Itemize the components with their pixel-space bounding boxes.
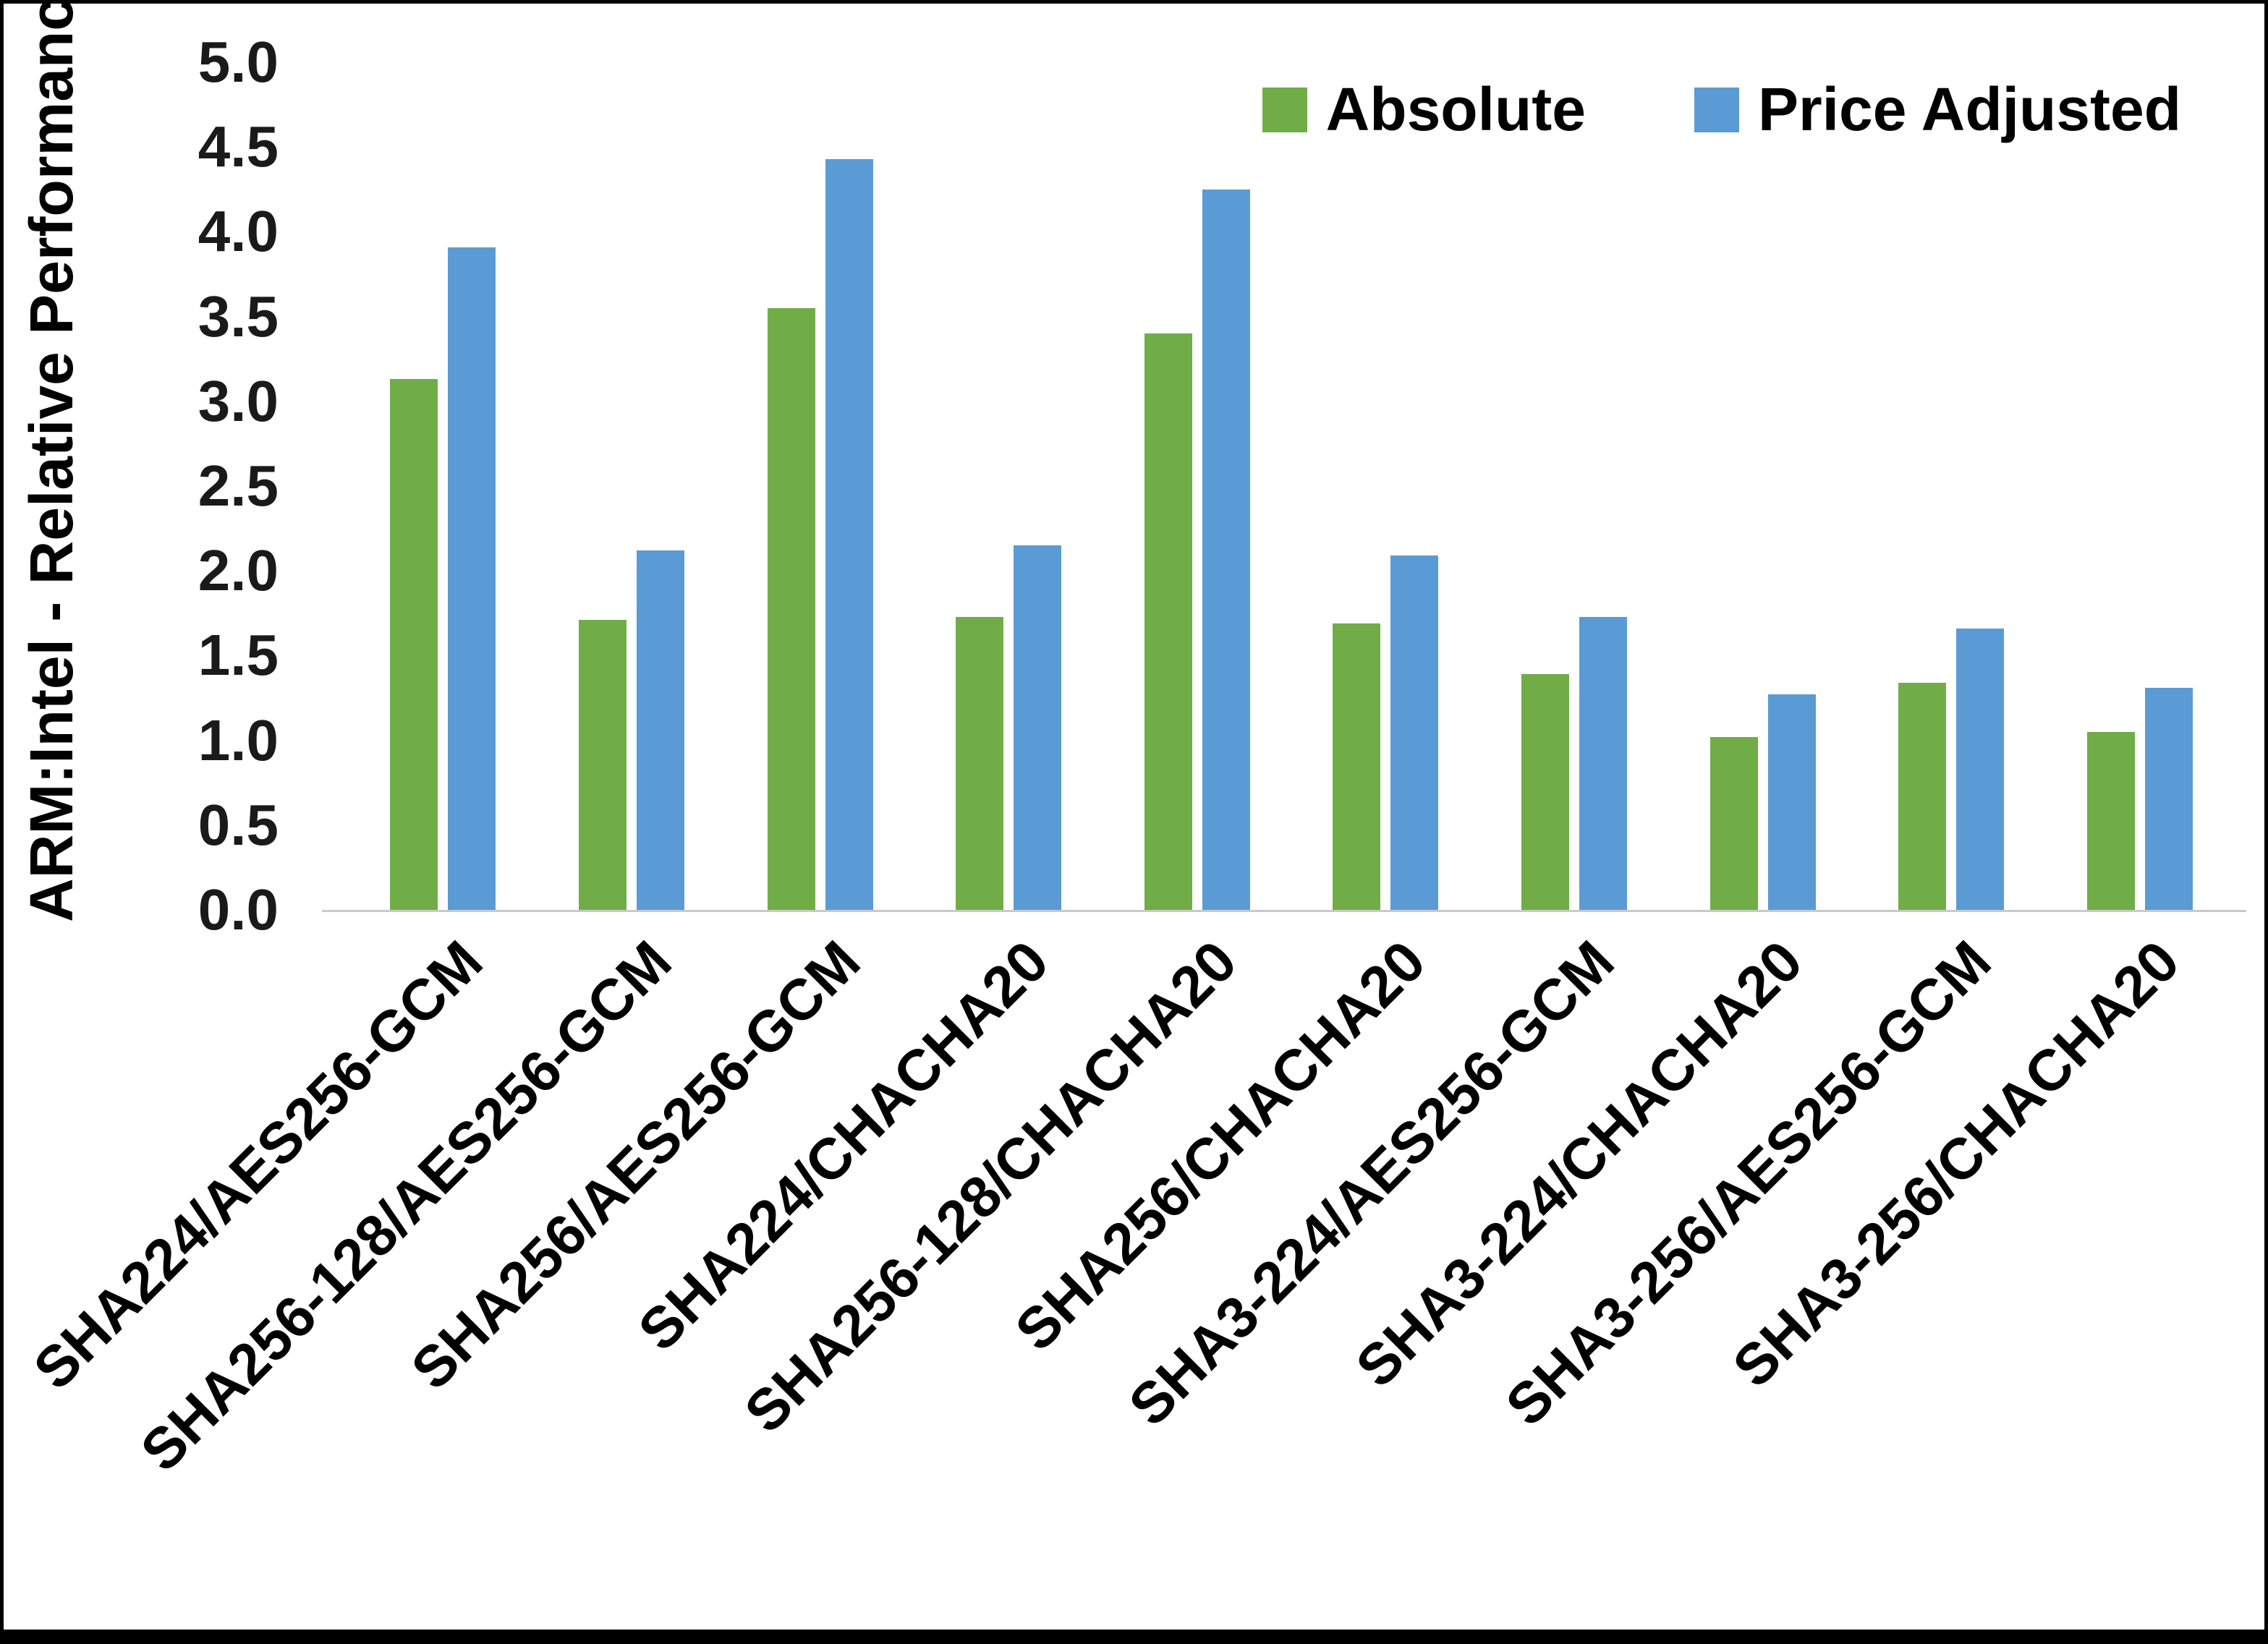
legend-item-absolute: Absolute xyxy=(1262,74,1586,145)
bar-absolute xyxy=(1710,736,1758,910)
y-tick-label: 0.5 xyxy=(198,792,279,857)
bar-absolute xyxy=(1521,674,1569,910)
y-tick-label: 3.5 xyxy=(198,284,279,349)
y-axis-title: ARM:Intel - Relative Performance xyxy=(17,0,85,922)
legend-swatch-absolute-icon xyxy=(1262,87,1307,132)
y-tick-label: 0.0 xyxy=(198,877,279,942)
y-tick-label: 4.0 xyxy=(198,199,279,264)
bar-price-adjusted xyxy=(1390,555,1439,910)
y-tick-label: 4.5 xyxy=(198,114,279,179)
bar-price-adjusted xyxy=(636,550,684,910)
bar-price-adjusted xyxy=(1014,545,1062,910)
bar-price-adjusted xyxy=(825,158,873,910)
bar-absolute xyxy=(390,379,438,910)
x-axis-line xyxy=(322,910,2246,912)
y-tick-label: 2.5 xyxy=(198,453,279,518)
legend-label-price-adjusted: Price Adjusted xyxy=(1757,75,2181,143)
legend-label-absolute: Absolute xyxy=(1325,75,1586,143)
bar-price-adjusted xyxy=(1579,616,1627,910)
bar-price-adjusted xyxy=(1956,628,2005,910)
bar-absolute xyxy=(956,616,1004,910)
bar-absolute xyxy=(1898,682,1947,910)
bar-price-adjusted xyxy=(2144,687,2193,910)
y-tick-label: 2.0 xyxy=(198,538,279,603)
legend-item-price-adjusted: Price Adjusted xyxy=(1694,74,2181,145)
bar-absolute xyxy=(1333,623,1381,910)
legend-swatch-price-adjusted-icon xyxy=(1694,87,1739,132)
legend: Absolute Price Adjusted xyxy=(1262,74,2181,145)
bar-price-adjusted xyxy=(448,247,496,910)
y-tick-label: 5.0 xyxy=(198,30,279,94)
bar-absolute xyxy=(767,307,815,910)
y-tick-label: 1.5 xyxy=(198,623,279,688)
y-tick-label: 3.0 xyxy=(198,368,279,433)
plot-area xyxy=(349,62,2234,910)
y-tick-label: 1.0 xyxy=(198,707,279,772)
bar-absolute xyxy=(1144,333,1192,910)
bar-price-adjusted xyxy=(1202,189,1250,910)
bar-price-adjusted xyxy=(1767,694,1816,910)
bar-absolute xyxy=(578,620,627,910)
bar-absolute xyxy=(2086,731,2135,910)
